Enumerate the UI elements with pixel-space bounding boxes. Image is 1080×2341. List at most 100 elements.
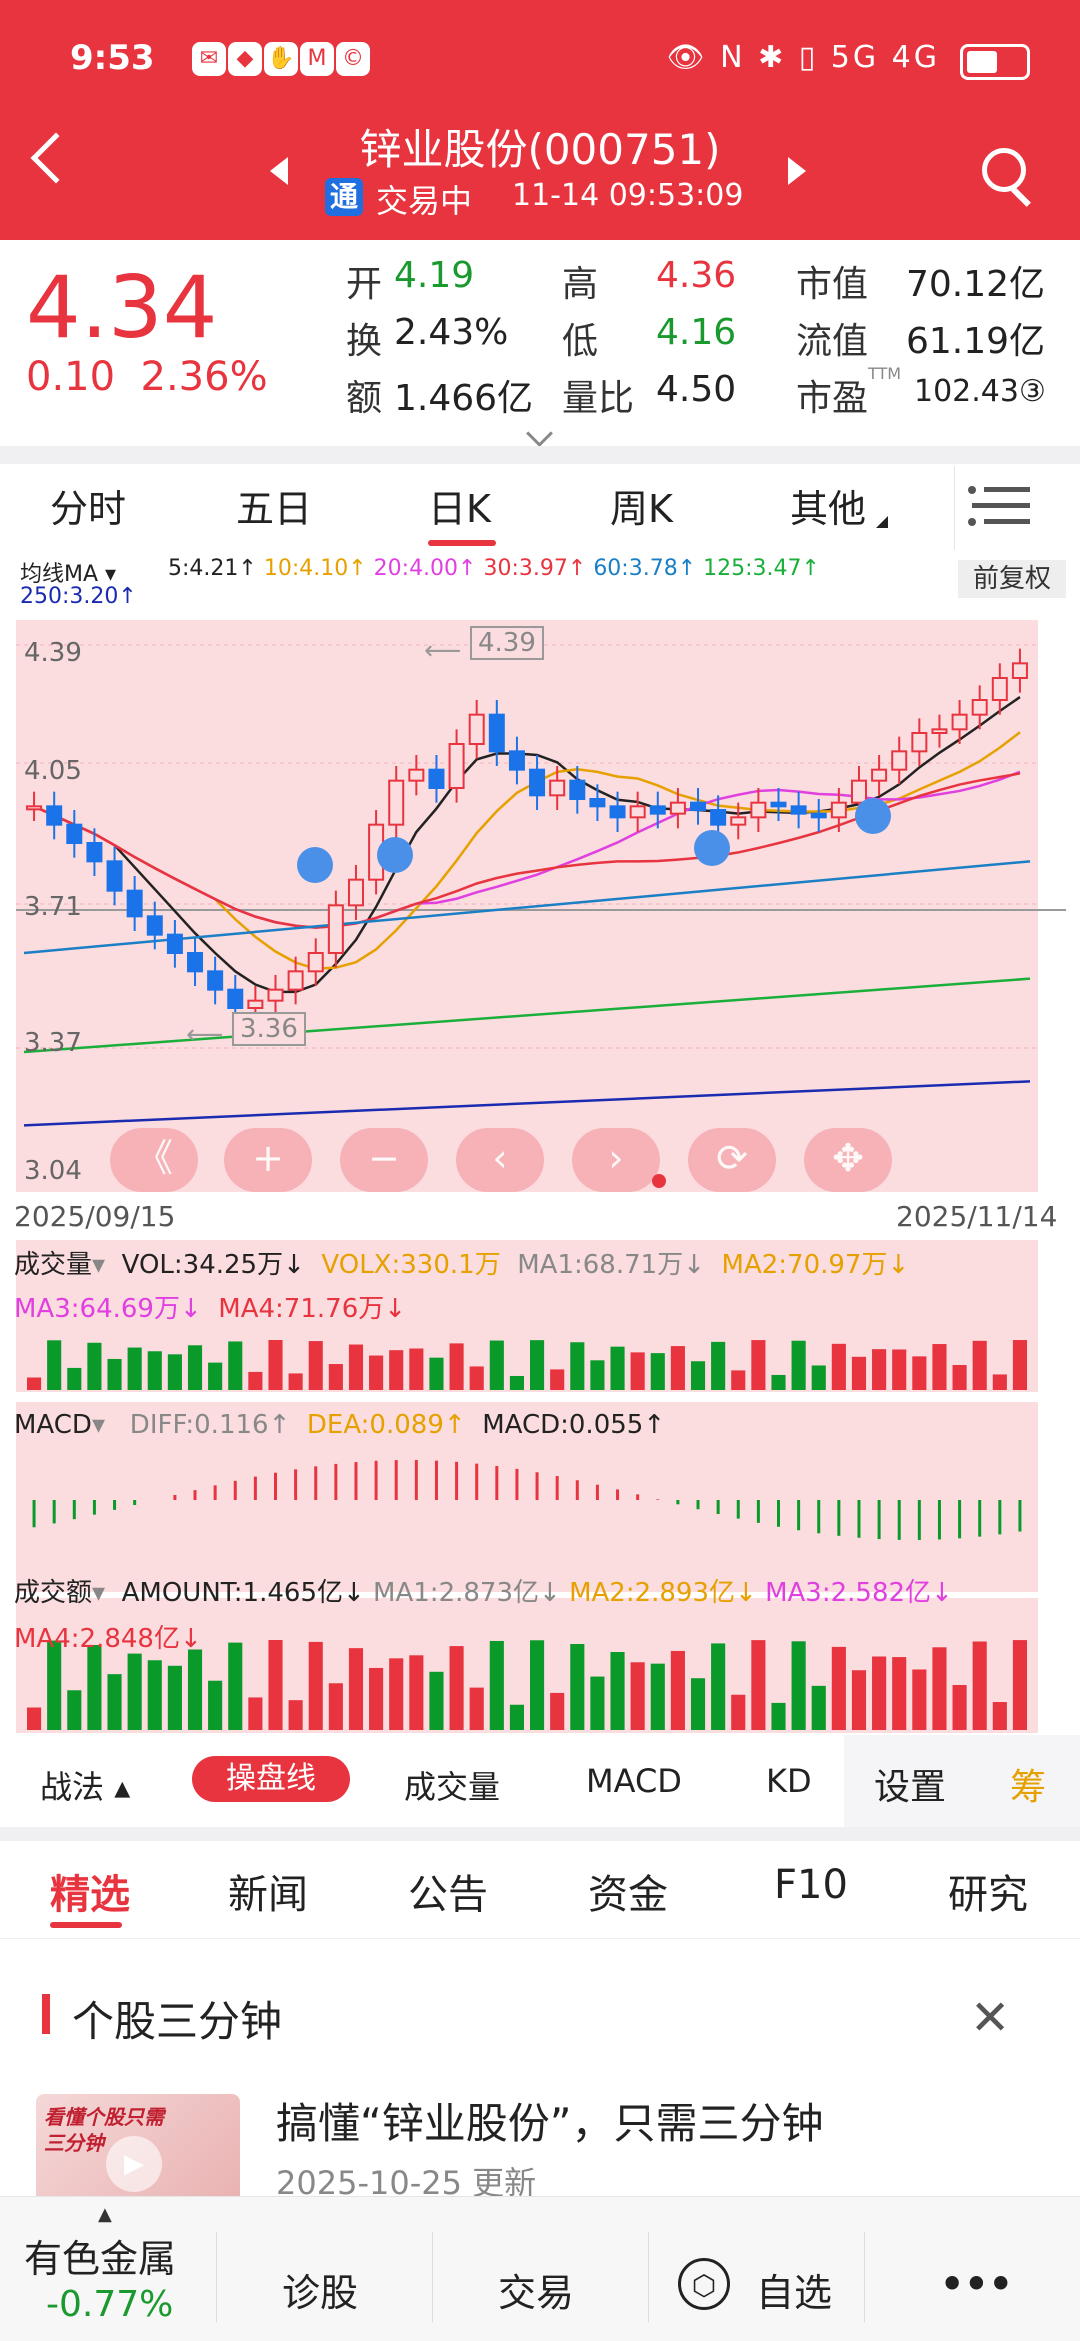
volume-bar bbox=[449, 1343, 464, 1390]
volume-bar bbox=[610, 1346, 625, 1390]
rotate-button[interactable]: ⟳ bbox=[688, 1128, 776, 1192]
tab-daily-k[interactable]: 日K bbox=[428, 487, 491, 531]
news-title[interactable]: 搞懂“锌业股份”，只需三分钟 bbox=[276, 2099, 824, 2148]
watchlist-button[interactable]: 自选 bbox=[756, 2271, 833, 2315]
candle-body bbox=[86, 842, 103, 863]
ma-legend-item: 60:3.78↑ bbox=[593, 556, 704, 581]
amount-bar bbox=[509, 1704, 524, 1730]
tab-five-day[interactable]: 五日 bbox=[236, 487, 313, 531]
dropdown-corner-icon bbox=[876, 516, 888, 528]
candle-body bbox=[830, 801, 847, 819]
tab-other[interactable]: 其他 bbox=[790, 487, 867, 531]
zoom-in-button[interactable]: + bbox=[224, 1128, 312, 1192]
video-thumbnail[interactable]: 看懂个股只需三分钟 ▶ bbox=[36, 2094, 240, 2214]
divider bbox=[648, 2232, 649, 2322]
amount-value-legend: AMOUNT:1.465亿↓ bbox=[121, 1578, 365, 1608]
ma-label[interactable]: 均线MA ▾ bbox=[20, 562, 117, 587]
divider bbox=[864, 2232, 865, 2322]
tab-research[interactable]: 研究 bbox=[948, 1872, 1028, 1918]
ma-legend-item: 125:3.47↑ bbox=[703, 556, 820, 581]
turnover-value: 2.43% bbox=[394, 312, 509, 353]
tab-kd[interactable]: KD bbox=[766, 1762, 812, 1800]
scroll-right-button[interactable]: › bbox=[572, 1128, 660, 1192]
settings-button[interactable]: 设置 bbox=[874, 1767, 947, 1808]
volume-bar bbox=[489, 1340, 504, 1390]
volume-bar bbox=[228, 1341, 243, 1390]
strategy-button[interactable]: 战法 ▴ bbox=[40, 1768, 131, 1806]
candle-body bbox=[891, 750, 908, 771]
volx-value: VOLX:330.1万 bbox=[321, 1250, 501, 1280]
tab-news[interactable]: 新闻 bbox=[228, 1872, 308, 1918]
volume-bar bbox=[731, 1370, 746, 1390]
app-icon: © bbox=[336, 42, 370, 76]
rewind-button[interactable]: 《 bbox=[110, 1128, 198, 1192]
chip-button[interactable]: 筹 bbox=[1010, 1767, 1047, 1808]
expand-chevron-icon[interactable] bbox=[526, 420, 553, 447]
volume-bar bbox=[308, 1341, 323, 1390]
prev-stock-icon[interactable] bbox=[270, 157, 288, 185]
open-value: 4.19 bbox=[394, 255, 475, 296]
trade-button[interactable]: 交易 bbox=[498, 2271, 575, 2315]
zoom-out-button[interactable]: − bbox=[340, 1128, 428, 1192]
sector-name[interactable]: 有色金属 bbox=[24, 2237, 177, 2281]
amount-bar bbox=[670, 1650, 685, 1730]
volume-label[interactable]: 成交量 bbox=[14, 1250, 93, 1280]
list-menu-icon[interactable] bbox=[958, 482, 1038, 530]
tab-announcements[interactable]: 公告 bbox=[408, 1872, 488, 1918]
kline-chart[interactable] bbox=[0, 550, 1080, 1735]
amt-ma1: MA1:2.873亿↓ bbox=[373, 1578, 561, 1608]
macd-label[interactable]: MACD bbox=[14, 1410, 92, 1440]
close-icon[interactable]: ✕ bbox=[970, 1990, 1011, 2046]
volume-bar bbox=[47, 1340, 62, 1390]
tab-volume[interactable]: 成交量 bbox=[404, 1768, 501, 1806]
amount-bar bbox=[892, 1657, 907, 1730]
candle-body bbox=[488, 713, 505, 753]
volume-bar bbox=[67, 1367, 82, 1390]
tab-featured[interactable]: 精选 bbox=[50, 1872, 130, 1918]
status-time: 9:53 bbox=[70, 38, 155, 78]
crosshair-button[interactable]: ✥ bbox=[804, 1128, 892, 1192]
amount-label[interactable]: 成交额 bbox=[14, 1578, 93, 1608]
amount-bar bbox=[650, 1663, 665, 1730]
tab-trading-line[interactable]: 操盘线 bbox=[192, 1756, 350, 1802]
amount-bar bbox=[550, 1692, 565, 1730]
tab-f10[interactable]: F10 bbox=[774, 1862, 848, 1908]
tab-intraday[interactable]: 分时 bbox=[50, 487, 127, 531]
tab-weekly-k[interactable]: 周K bbox=[610, 487, 673, 531]
candle-body bbox=[307, 952, 324, 973]
candle-body bbox=[589, 798, 606, 808]
next-stock-icon[interactable] bbox=[788, 157, 806, 185]
tab-macd[interactable]: MACD bbox=[586, 1762, 682, 1800]
scroll-left-button[interactable]: ‹ bbox=[456, 1128, 544, 1192]
vol-ma3: MA3:64.69万↓ bbox=[14, 1294, 202, 1324]
candle-body bbox=[46, 805, 63, 826]
candle-body bbox=[871, 768, 888, 782]
search-icon[interactable] bbox=[982, 148, 1026, 192]
diagnose-button[interactable]: 诊股 bbox=[282, 2271, 359, 2315]
volume-bar bbox=[590, 1360, 605, 1390]
amount-bar bbox=[831, 1646, 846, 1730]
y-label: 4.05 bbox=[24, 756, 82, 786]
candle-body bbox=[207, 970, 224, 991]
arrow-left-icon: ⟵ bbox=[186, 1020, 224, 1050]
volume-bar bbox=[268, 1340, 283, 1390]
dea-value: DEA:0.089↑ bbox=[306, 1410, 466, 1440]
candle-body bbox=[287, 970, 304, 991]
trade-status: 交易中 bbox=[376, 182, 473, 220]
amount-bar bbox=[328, 1683, 343, 1730]
amount-bar bbox=[690, 1678, 706, 1730]
high-label: 高 bbox=[562, 264, 599, 305]
volume-bar bbox=[469, 1366, 484, 1390]
change-percent: 2.36% bbox=[140, 354, 268, 400]
price-change: 0.10 2.36% bbox=[26, 354, 268, 400]
volume-bar bbox=[208, 1362, 223, 1390]
candle-body bbox=[991, 677, 1008, 701]
amount-bar bbox=[449, 1646, 464, 1730]
volume-bar bbox=[429, 1357, 444, 1390]
tab-funds[interactable]: 资金 bbox=[588, 1872, 668, 1918]
adjust-button[interactable]: 前复权 bbox=[958, 560, 1066, 598]
amount-bar bbox=[992, 1702, 1007, 1730]
volume-bar bbox=[992, 1374, 1007, 1390]
sector-change: -0.77% bbox=[46, 2284, 174, 2325]
more-button[interactable]: ••• bbox=[940, 2262, 1013, 2306]
